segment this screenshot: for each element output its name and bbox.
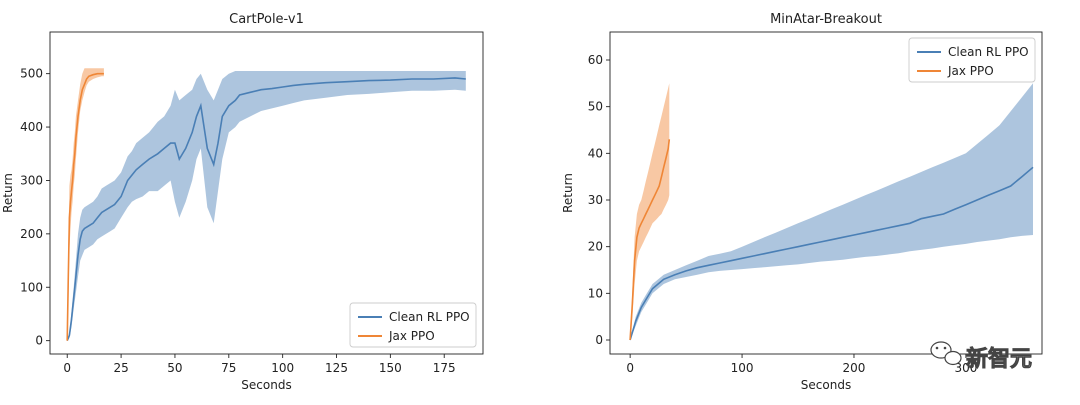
series-line-1 <box>66 72 104 341</box>
series-line-1 <box>629 139 671 341</box>
x-tick-label: 175 <box>433 361 456 375</box>
watermark-text: 新智元 <box>966 346 1032 372</box>
x-tick-label: 50 <box>167 361 182 375</box>
legend-entry: Clean RL PPO <box>948 45 1029 59</box>
legend-entry: Jax PPO <box>947 64 994 78</box>
series-line-0 <box>66 77 466 342</box>
series-band-0 <box>630 83 1033 341</box>
x-axis-label: Seconds <box>801 378 851 392</box>
y-tick-label: 20 <box>588 240 603 254</box>
legend: Clean RL PPO Jax PPO <box>908 37 1036 83</box>
plot-frame <box>609 31 1043 355</box>
y-axis-label: Return <box>561 173 575 213</box>
legend-entry: Clean RL PPO <box>389 310 470 324</box>
y-tick-label: 30 <box>588 193 603 207</box>
x-tick-label: 100 <box>271 361 294 375</box>
y-tick-label: 60 <box>588 53 603 67</box>
x-tick-label: 100 <box>731 361 754 375</box>
plot-frame <box>49 31 484 355</box>
x-tick-label: 300 <box>954 361 977 375</box>
y-tick-label: 0 <box>35 334 43 348</box>
chart-title: MinAtar-Breakout <box>770 12 882 27</box>
y-tick-label: 50 <box>588 100 603 114</box>
legend: Clean RL PPO Jax PPO <box>349 302 477 348</box>
y-tick-label: 10 <box>588 286 603 300</box>
x-tick-label: 0 <box>626 361 634 375</box>
y-tick-label: 400 <box>20 120 43 134</box>
y-tick-label: 300 <box>20 173 43 187</box>
legend-entry: Jax PPO <box>388 329 435 343</box>
watermark: 新智元 <box>930 341 1032 372</box>
x-tick-label: 0 <box>63 361 71 375</box>
y-tick-label: 200 <box>20 227 43 241</box>
wechat-icon <box>930 341 962 366</box>
series-band-0 <box>67 71 466 341</box>
y-axis-label: Return <box>1 173 15 213</box>
minatar-breakout-chart: 0 100 200 300 0 10 20 30 40 50 60 MinAtar-Breakout S… <box>561 12 1043 392</box>
y-tick-label: 0 <box>595 333 603 347</box>
y-tick-label: 100 <box>20 280 43 294</box>
x-tick-label: 75 <box>221 361 236 375</box>
x-tick-label: 150 <box>379 361 402 375</box>
y-tick-label: 40 <box>588 146 603 160</box>
series-band-1 <box>630 83 670 341</box>
x-axis-label: Seconds <box>241 378 291 392</box>
cartpole-chart: 0 25 50 75 100 125 150 175 0 100 200 300 400 500 CartP… <box>1 12 484 392</box>
chart-title: CartPole-v1 <box>229 12 304 27</box>
y-tick-label: 500 <box>20 67 43 81</box>
x-tick-label: 200 <box>843 361 866 375</box>
series-line-0 <box>629 166 1034 341</box>
x-tick-label: 25 <box>113 361 128 375</box>
x-tick-label: 125 <box>325 361 348 375</box>
